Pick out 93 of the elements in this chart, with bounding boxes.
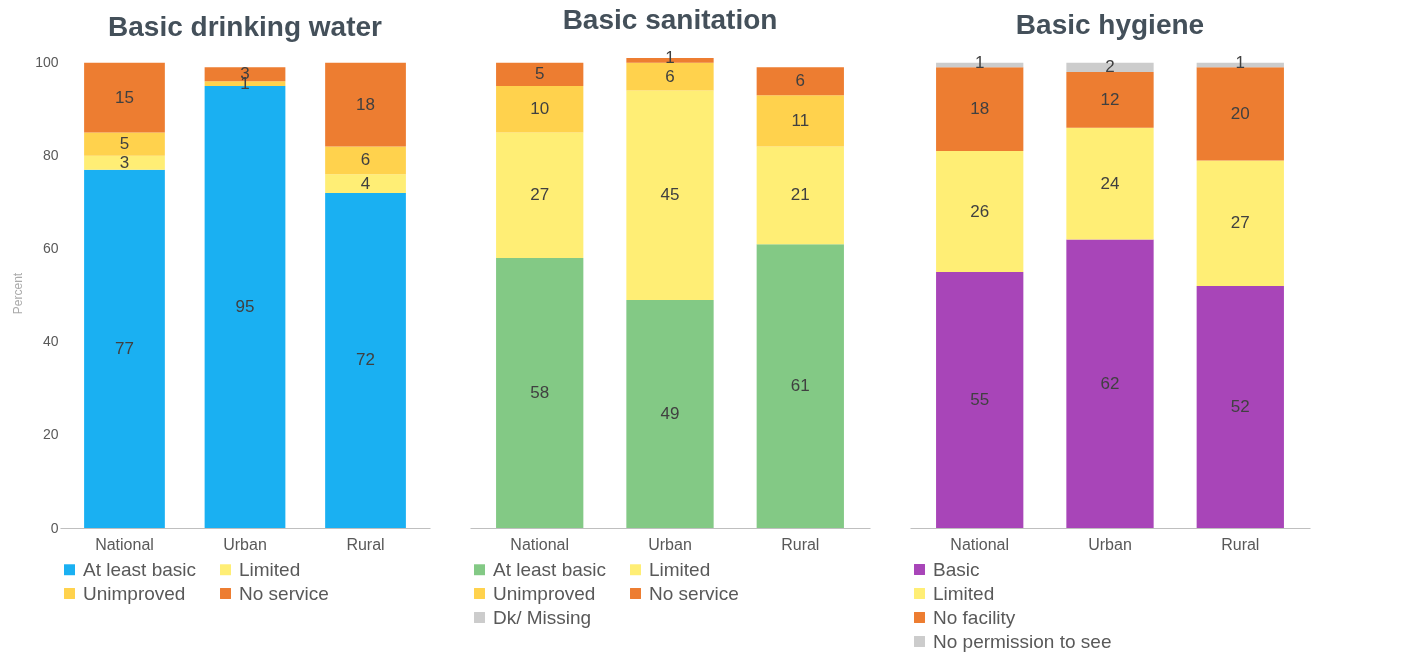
legend-label: At least basic <box>83 558 196 580</box>
data-label: 61 <box>790 376 810 396</box>
x-tick-label: Urban <box>648 535 692 553</box>
bar <box>936 272 1024 528</box>
x-tick-label: Rural <box>781 535 820 553</box>
bar <box>756 95 844 147</box>
legend-label: No permission to see <box>933 630 1112 652</box>
data-label: 27 <box>530 185 550 205</box>
legend-label: Limited <box>239 558 301 580</box>
data-label: 4 <box>360 173 371 193</box>
data-label: 1 <box>974 52 985 72</box>
y-tick-label: 20 <box>42 426 59 443</box>
data-label: 49 <box>660 403 680 423</box>
data-label: 6 <box>665 66 675 86</box>
bar <box>756 146 844 245</box>
x-tick-label: National <box>510 535 570 553</box>
data-label: 2 <box>1105 57 1115 77</box>
bar <box>1066 71 1154 128</box>
x-tick-label: Urban <box>1088 535 1132 553</box>
data-label: 21 <box>790 185 810 205</box>
y-axis-title: Percent <box>11 272 26 315</box>
bar <box>1066 62 1154 72</box>
legend-label: Limited <box>649 558 711 580</box>
data-label: 3 <box>119 152 130 172</box>
legend-label: No service <box>239 582 329 604</box>
data-label: 1 <box>1235 52 1246 72</box>
bar <box>756 244 844 528</box>
data-label: 18 <box>970 99 990 119</box>
legend-label: No service <box>649 582 739 604</box>
data-label: 5 <box>119 134 130 154</box>
data-label: 72 <box>356 350 375 370</box>
bar <box>626 299 714 528</box>
data-label: 15 <box>115 87 134 107</box>
bar <box>1196 67 1284 161</box>
bar <box>936 67 1024 152</box>
legend-label: At least basic <box>493 558 606 580</box>
bar <box>936 151 1024 273</box>
data-label: 77 <box>115 338 134 358</box>
data-label: 52 <box>1230 397 1250 417</box>
data-label: 55 <box>970 390 990 410</box>
bar <box>325 174 406 193</box>
data-label: 24 <box>1100 173 1120 193</box>
bar <box>325 62 406 147</box>
bar <box>325 146 406 175</box>
legend-label: Basic <box>933 558 980 580</box>
data-label: 5 <box>534 64 545 84</box>
bar <box>1066 127 1154 240</box>
data-label: 12 <box>1100 89 1120 109</box>
legend-label: Limited <box>933 582 995 604</box>
data-label: 11 <box>791 110 810 130</box>
bar <box>84 132 165 156</box>
legend-label: Dk/ Missing <box>493 606 592 628</box>
legend-label: Unimproved <box>83 582 186 604</box>
bar <box>496 62 584 86</box>
bar <box>756 67 844 96</box>
data-label: 45 <box>660 185 680 205</box>
chart-title: Basic drinking water <box>108 10 383 42</box>
x-tick-label: Rural <box>346 535 385 553</box>
y-tick-label: 60 <box>42 240 59 257</box>
x-tick-label: Urban <box>223 535 267 553</box>
legend-label: No facility <box>933 606 1016 628</box>
x-tick-label: National <box>950 535 1010 553</box>
legend-label: Unimproved <box>493 582 596 604</box>
x-tick-label: Rural <box>1221 535 1260 553</box>
bar <box>496 132 584 259</box>
data-label: 58 <box>530 383 550 403</box>
data-label: 95 <box>235 296 255 316</box>
bar <box>84 155 165 170</box>
x-tick-label: National <box>95 535 154 553</box>
bar <box>84 169 165 528</box>
y-tick-label: 0 <box>50 519 59 536</box>
bar <box>1066 239 1154 528</box>
chart-title: Basic sanitation <box>562 4 778 35</box>
y-tick-label: 80 <box>42 147 59 164</box>
data-label: 20 <box>1230 103 1250 123</box>
bar <box>626 90 714 300</box>
bar <box>626 62 714 91</box>
bar <box>1196 286 1284 528</box>
y-tick-label: 100 <box>35 54 59 71</box>
data-label: 26 <box>970 201 990 221</box>
data-label: 6 <box>795 71 806 91</box>
bar <box>1196 160 1284 287</box>
bar <box>496 85 584 133</box>
bar <box>496 258 584 528</box>
chart-title: Basic hygiene <box>1015 8 1205 40</box>
data-label: 27 <box>1230 213 1250 233</box>
bar <box>84 62 165 133</box>
data-label: 6 <box>360 150 371 170</box>
data-label: 10 <box>530 99 550 119</box>
bar <box>325 192 406 528</box>
data-label: 62 <box>1100 373 1120 393</box>
data-label: 18 <box>356 94 375 114</box>
y-tick-label: 40 <box>42 333 59 350</box>
